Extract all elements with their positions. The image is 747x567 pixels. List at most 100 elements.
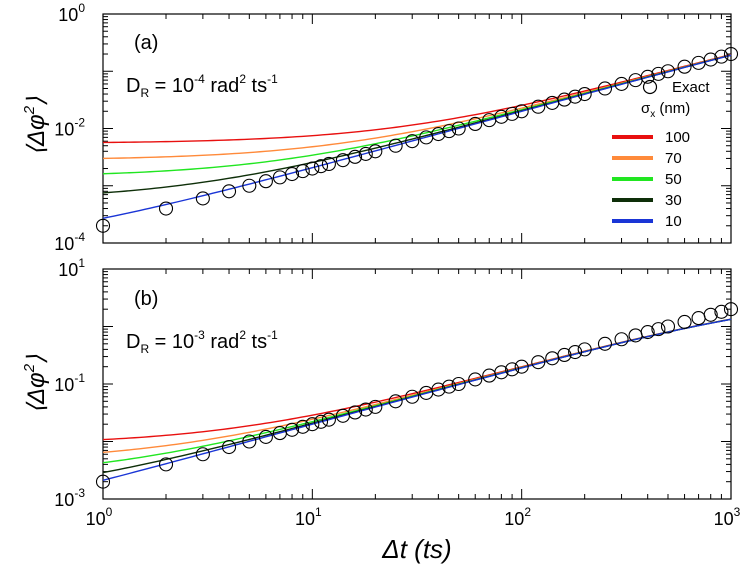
panel-b-frame: [102, 268, 732, 500]
exact-point: [95, 218, 111, 233]
series-line-100: [102, 53, 732, 144]
series-line-10: [102, 318, 732, 482]
exact-point: [388, 394, 403, 409]
exact-point: [577, 86, 592, 102]
legend-exact-label: Exact: [672, 79, 710, 96]
exact-point: [348, 149, 363, 164]
exact-point: [368, 399, 383, 414]
exact-point: [431, 126, 446, 142]
panel-a: 10-4 10-2 100 (a) DR = 10-4 rad2 ts-1 Exac…: [54, 1, 739, 254]
panel-b: 10-3 10-1 101 100 101 102 103 (b) DR = 10-3 r…: [54, 256, 740, 529]
panel-a-diffusion-annotation: DR = 10-4 rad2 ts-1: [126, 72, 278, 100]
exact-point: [95, 474, 111, 489]
x-tick-label: 103: [714, 505, 741, 529]
panel-b-y-tick-labels: 10-3 10-1 101: [54, 256, 85, 510]
legend-label-30: 30: [665, 192, 682, 209]
panel-a-y-axis-label: ⟨Δφ2⟩: [21, 96, 50, 155]
exact-point: [158, 457, 174, 472]
exact-point: [221, 440, 237, 455]
exact-point: [514, 359, 529, 374]
exact-point: [305, 161, 320, 176]
exact-point: [677, 59, 692, 74]
exact-point: [723, 46, 739, 62]
exact-point: [358, 146, 373, 161]
y-tick-label: 101: [58, 256, 85, 280]
exact-point: [568, 89, 583, 104]
legend-exact-marker: [642, 79, 658, 95]
x-axis-label: Δt (ts): [381, 534, 451, 564]
exact-point: [714, 304, 729, 319]
panel-b-series: [102, 318, 732, 482]
exact-point: [660, 64, 676, 79]
exact-point: [388, 138, 403, 153]
exact-point: [258, 429, 273, 444]
exact-point: [651, 322, 666, 337]
exact-point: [295, 419, 310, 434]
x-tick-labels: 100 101 102 103: [86, 505, 741, 529]
exact-point: [468, 116, 483, 132]
exact-point: [531, 355, 546, 370]
exact-point: [723, 302, 739, 317]
y-tick-label: 10-4: [54, 230, 85, 254]
exact-point: [514, 104, 529, 119]
legend: Exact σx (nm) 100 70 50 30 10: [612, 79, 710, 230]
panel-b-exact-points: [95, 302, 739, 489]
exact-point: [405, 134, 420, 149]
legend-title: σx (nm): [641, 100, 690, 120]
panel-a-frame: [102, 13, 732, 244]
exact-point: [597, 336, 613, 351]
exact-point: [442, 124, 457, 139]
panel-b-label: (b): [134, 288, 158, 310]
exact-point: [284, 167, 300, 182]
panel-a-exact-points: [95, 46, 739, 233]
y-tick-label: 100: [58, 1, 85, 25]
exact-point: [557, 92, 572, 107]
exact-point: [597, 81, 613, 96]
legend-label-10: 10: [665, 213, 682, 230]
panel-a-label: (a): [134, 32, 158, 54]
exact-point: [703, 52, 718, 67]
exact-point: [468, 372, 483, 387]
exact-point: [494, 365, 509, 380]
legend-items: 100 70 50 30 10: [612, 129, 690, 230]
exact-point: [703, 307, 718, 322]
legend-label-50: 50: [665, 171, 682, 188]
y-tick-label: 10-1: [54, 371, 85, 395]
x-tick-label: 102: [504, 505, 531, 529]
exact-point: [158, 201, 174, 216]
exact-point: [258, 174, 273, 189]
exact-point: [313, 159, 329, 174]
exact-point: [431, 382, 446, 397]
panel-a-series: [102, 53, 732, 219]
x-tick-label: 101: [295, 505, 322, 529]
exact-point: [677, 314, 692, 329]
exact-point: [531, 99, 546, 114]
panel-b-y-axis-label: ⟨Δφ2⟩: [21, 354, 50, 413]
exact-point: [321, 412, 336, 427]
legend-label-100: 100: [665, 129, 690, 146]
exact-point: [691, 311, 706, 326]
panel-a-y-tick-labels: 10-4 10-2 100: [54, 1, 85, 254]
exact-point: [557, 347, 572, 363]
exact-point: [321, 156, 336, 172]
exact-point: [313, 414, 329, 429]
exact-point: [640, 69, 655, 84]
panel-b-ticks: [102, 269, 731, 500]
exact-point: [442, 379, 457, 394]
exact-point: [242, 434, 257, 449]
y-tick-label: 10-2: [54, 116, 85, 140]
exact-point: [305, 417, 320, 432]
exact-point: [405, 389, 420, 404]
exact-point: [505, 106, 520, 121]
exact-point: [577, 342, 592, 357]
exact-point: [368, 144, 383, 159]
exact-point: [714, 49, 729, 64]
exact-point: [494, 109, 509, 124]
exact-point: [451, 121, 466, 136]
exact-point: [451, 376, 466, 392]
exact-point: [651, 66, 666, 81]
series-line-70: [102, 54, 732, 160]
panel-a-ticks: [102, 14, 731, 244]
exact-point: [614, 332, 629, 347]
